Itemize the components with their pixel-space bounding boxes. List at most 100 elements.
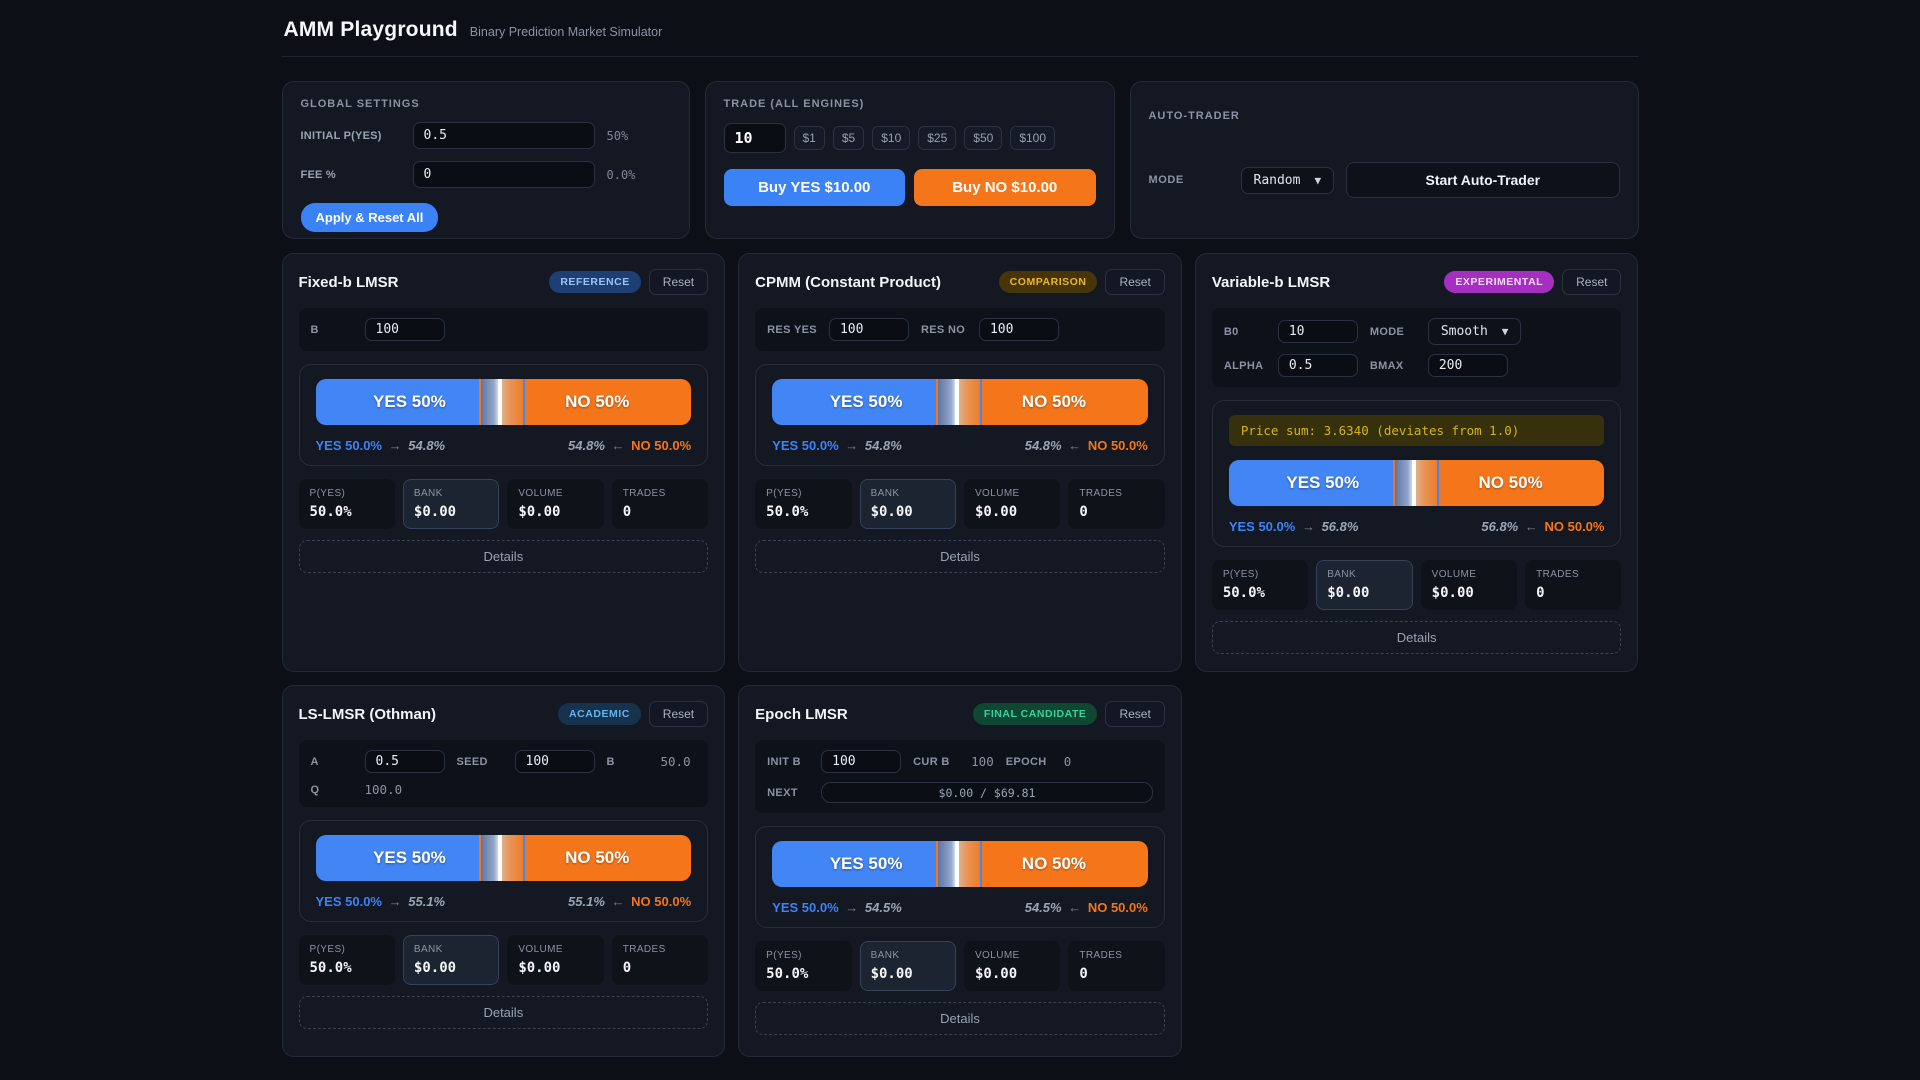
yes-bar-label: YES 50%	[829, 854, 903, 873]
param-bmax-input[interactable]	[1427, 354, 1508, 377]
price-bar: YES 50% NO 50%	[315, 835, 692, 881]
fee-row: FEE % 0.0%	[301, 161, 671, 188]
buy-no-button[interactable]: Buy NO $10.00	[914, 169, 1096, 206]
details-button[interactable]: Details	[755, 540, 1165, 573]
reset-button[interactable]: Reset	[648, 269, 709, 295]
param-res-yes-label: RES YES	[767, 323, 817, 336]
stat-trades: TRADES 0	[1525, 560, 1622, 610]
no-impact-to: 54.5%	[1024, 900, 1062, 915]
param-init-b-input[interactable]	[821, 750, 902, 773]
reset-button[interactable]: Reset	[648, 701, 709, 727]
app-header: AMM Playground Binary Prediction Market …	[281, 0, 1639, 57]
reset-button[interactable]: Reset	[1105, 269, 1165, 295]
fee-input[interactable]	[412, 161, 595, 188]
yes-impact-to: 54.8%	[408, 438, 446, 453]
reset-button[interactable]: Reset	[1562, 269, 1622, 295]
details-button[interactable]: Details	[298, 540, 709, 573]
no-impact-from: NO 50.0%	[1087, 900, 1148, 915]
stat-trades: TRADES 0	[611, 479, 709, 529]
arrow-left-icon: ←	[611, 438, 625, 453]
stat-trades-label: TRADES	[1079, 950, 1123, 961]
param-res-no-input[interactable]	[978, 318, 1059, 341]
details-button[interactable]: Details	[755, 1002, 1165, 1035]
quick-amount-100-button[interactable]: $100	[1010, 126, 1056, 150]
yes-bar-label: YES 50%	[373, 392, 446, 411]
quick-amount-25-button[interactable]: $25	[918, 126, 957, 150]
stat-pyes-value: 50.0%	[1222, 585, 1265, 601]
page: AMM Playground Binary Prediction Market …	[281, 0, 1639, 1057]
quick-amount-1-button[interactable]: $1	[793, 126, 825, 150]
param-mode-select[interactable]: Smooth ▼	[1427, 318, 1522, 345]
reset-button[interactable]: Reset	[1105, 701, 1165, 727]
trade-amount-input[interactable]	[723, 123, 786, 153]
stat-trades: TRADES 0	[611, 935, 709, 985]
param-b-input[interactable]	[364, 318, 445, 341]
price-chart: YES 50% NO 50% YES 50.0% → 54.5% 54.5% ←…	[755, 826, 1165, 928]
price-bar: YES 50% NO 50%	[772, 841, 1148, 887]
param-mode-select-value: Smooth	[1440, 324, 1488, 339]
stat-bank-value: $0.00	[413, 504, 457, 520]
stat-bank-value: $0.00	[870, 966, 913, 982]
stat-pyes: P(YES) 50.0%	[755, 479, 852, 529]
price-chart: Price sum: 3.6340 (deviates from 1.0) YE…	[1211, 400, 1622, 547]
stats-row: P(YES) 50.0% BANK $0.00 VOLUME $0.00 TRA…	[755, 479, 1165, 529]
arrow-right-icon: →	[388, 894, 402, 909]
engine-params: B0 MODE Smooth ▼ ALPHA BMAX	[1211, 308, 1622, 387]
impact-row: YES 50.0% → 54.8% 54.8% ← NO 50.0%	[772, 438, 1148, 453]
stat-bank: BANK $0.00	[402, 479, 500, 529]
engine-card-fixed-b-lmsr: Fixed-b LMSR REFERENCE Reset B YES 50% N…	[281, 253, 726, 672]
impact-row: YES 50.0% → 56.8% 56.8% ← NO 50.0%	[1229, 519, 1605, 534]
control-panels: GLOBAL SETTINGS INITIAL P(YES) 50% FEE %…	[281, 81, 1639, 239]
auto-trader-row: MODE Random ▼ Start Auto-Trader	[1149, 162, 1620, 198]
mode-select-value: Random	[1253, 172, 1301, 188]
arrow-left-icon: ←	[1524, 519, 1538, 534]
param-a-input[interactable]	[364, 750, 445, 773]
impact-row: YES 50.0% → 55.1% 55.1% ← NO 50.0%	[316, 894, 692, 909]
yes-bar-label: YES 50%	[373, 848, 446, 867]
no-impact-from: NO 50.0%	[631, 438, 692, 453]
epoch-progress-text: $0.00 / $69.81	[938, 785, 1036, 800]
fee-label: FEE %	[300, 168, 336, 181]
quick-amount-10-button[interactable]: $10	[872, 126, 911, 150]
details-button[interactable]: Details	[298, 996, 709, 1029]
start-auto-trader-button[interactable]: Start Auto-Trader	[1346, 162, 1620, 198]
chevron-down-icon: ▼	[1314, 173, 1322, 187]
experimental-badge: EXPERIMENTAL	[1444, 271, 1555, 293]
no-impact-from: NO 50.0%	[1544, 519, 1605, 534]
param-mode-label: MODE	[1369, 325, 1405, 338]
app-title: AMM Playground	[283, 18, 458, 41]
stat-trades-label: TRADES	[622, 488, 666, 499]
no-bar-label: NO 50%	[565, 392, 630, 411]
yes-impact-to: 56.8%	[1321, 519, 1359, 534]
impact-row: YES 50.0% → 54.5% 54.5% ← NO 50.0%	[772, 900, 1148, 915]
yes-impact: YES 50.0% → 56.8%	[1229, 519, 1359, 534]
param-b0-input[interactable]	[1277, 320, 1358, 343]
param-b-label: B	[310, 323, 319, 336]
comparison-badge: COMPARISON	[998, 271, 1098, 293]
global-settings-panel: GLOBAL SETTINGS INITIAL P(YES) 50% FEE %…	[281, 81, 690, 239]
param-res-yes-input[interactable]	[828, 318, 909, 341]
param-res-no-label: RES NO	[920, 323, 966, 336]
quick-amount-50-button[interactable]: $50	[964, 126, 1003, 150]
param-seed-input[interactable]	[514, 750, 595, 773]
fee-hint: 0.0%	[606, 167, 636, 182]
stat-bank-value: $0.00	[1327, 585, 1370, 601]
buy-yes-button[interactable]: Buy YES $10.00	[723, 169, 905, 206]
initial-pyes-input[interactable]	[412, 122, 595, 149]
stat-trades-value: 0	[1536, 585, 1545, 601]
arrow-left-icon: ←	[611, 894, 625, 909]
yes-impact-to: 55.1%	[408, 894, 446, 909]
quick-amount-5-button[interactable]: $5	[832, 126, 865, 150]
param-b-value: 50.0	[660, 754, 691, 769]
arrow-right-icon: →	[388, 438, 402, 453]
apply-reset-all-button[interactable]: Apply & Reset All	[300, 203, 439, 232]
auto-trader-panel: AUTO-TRADER MODE Random ▼ Start Auto-Tra…	[1129, 81, 1639, 239]
stat-volume-value: $0.00	[974, 966, 1018, 982]
details-button[interactable]: Details	[1211, 621, 1622, 654]
stat-volume-label: VOLUME	[1431, 569, 1477, 580]
yes-impact-from: YES 50.0%	[772, 900, 839, 915]
mode-select[interactable]: Random ▼	[1240, 166, 1335, 194]
stat-trades: TRADES 0	[1068, 479, 1165, 529]
stat-bank-value: $0.00	[870, 504, 913, 520]
param-alpha-input[interactable]	[1277, 354, 1358, 377]
